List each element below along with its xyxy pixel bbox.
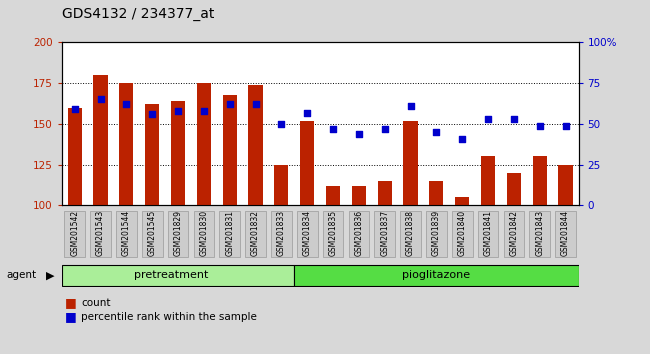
FancyBboxPatch shape xyxy=(62,265,294,286)
FancyBboxPatch shape xyxy=(426,211,447,257)
Text: GSM201836: GSM201836 xyxy=(354,210,363,256)
FancyBboxPatch shape xyxy=(90,211,111,257)
Bar xyxy=(222,95,237,205)
FancyBboxPatch shape xyxy=(271,211,292,257)
Bar xyxy=(326,186,340,205)
FancyBboxPatch shape xyxy=(452,211,473,257)
Bar xyxy=(300,121,315,205)
Point xyxy=(199,108,209,114)
Text: percentile rank within the sample: percentile rank within the sample xyxy=(81,312,257,322)
FancyBboxPatch shape xyxy=(64,211,85,257)
FancyBboxPatch shape xyxy=(374,211,395,257)
Text: pretreatment: pretreatment xyxy=(135,270,209,280)
FancyBboxPatch shape xyxy=(294,265,578,286)
FancyBboxPatch shape xyxy=(168,211,188,257)
Bar xyxy=(248,85,263,205)
Text: count: count xyxy=(81,298,110,308)
Bar xyxy=(274,165,289,205)
Text: GSM201841: GSM201841 xyxy=(484,210,493,256)
Bar xyxy=(352,186,366,205)
Text: GSM201832: GSM201832 xyxy=(251,210,260,256)
Text: GSM201835: GSM201835 xyxy=(328,210,337,256)
Text: GSM201829: GSM201829 xyxy=(174,210,183,256)
FancyBboxPatch shape xyxy=(297,211,318,257)
Point xyxy=(431,129,441,135)
Point xyxy=(457,136,467,141)
Bar xyxy=(197,83,211,205)
Point xyxy=(560,123,571,129)
FancyBboxPatch shape xyxy=(555,211,576,257)
FancyBboxPatch shape xyxy=(194,211,214,257)
Point xyxy=(328,126,338,132)
Point xyxy=(406,103,416,109)
Text: ▶: ▶ xyxy=(46,270,54,280)
Point xyxy=(483,116,493,122)
FancyBboxPatch shape xyxy=(142,211,162,257)
FancyBboxPatch shape xyxy=(529,211,550,257)
Point xyxy=(96,97,106,102)
FancyBboxPatch shape xyxy=(245,211,266,257)
Bar xyxy=(68,108,82,205)
Text: GSM201837: GSM201837 xyxy=(380,210,389,256)
Text: GSM201833: GSM201833 xyxy=(277,210,286,256)
Text: GSM201831: GSM201831 xyxy=(225,210,234,256)
Point xyxy=(302,110,313,115)
Bar xyxy=(171,101,185,205)
FancyBboxPatch shape xyxy=(504,211,525,257)
Bar xyxy=(481,156,495,205)
Text: GSM201545: GSM201545 xyxy=(148,210,157,256)
FancyBboxPatch shape xyxy=(322,211,343,257)
Bar xyxy=(558,165,573,205)
Text: GDS4132 / 234377_at: GDS4132 / 234377_at xyxy=(62,7,214,21)
Point xyxy=(224,102,235,107)
FancyBboxPatch shape xyxy=(116,211,136,257)
FancyBboxPatch shape xyxy=(219,211,240,257)
Point xyxy=(534,123,545,129)
Bar xyxy=(378,181,392,205)
FancyBboxPatch shape xyxy=(348,211,369,257)
Point xyxy=(147,111,157,117)
Bar xyxy=(404,121,418,205)
Bar xyxy=(94,75,108,205)
FancyBboxPatch shape xyxy=(478,211,499,257)
Bar xyxy=(119,83,133,205)
Text: pioglitazone: pioglitazone xyxy=(402,270,471,280)
Text: ■: ■ xyxy=(65,296,77,309)
Text: GSM201843: GSM201843 xyxy=(535,210,544,256)
Text: GSM201830: GSM201830 xyxy=(200,210,209,256)
Bar xyxy=(455,197,469,205)
Point xyxy=(276,121,287,127)
Text: GSM201839: GSM201839 xyxy=(432,210,441,256)
Bar xyxy=(429,181,443,205)
Text: agent: agent xyxy=(6,270,36,280)
Point xyxy=(509,116,519,122)
Text: GSM201844: GSM201844 xyxy=(561,210,570,256)
Point xyxy=(380,126,390,132)
Point xyxy=(173,108,183,114)
Text: GSM201840: GSM201840 xyxy=(458,210,467,256)
Text: GSM201544: GSM201544 xyxy=(122,210,131,256)
Text: GSM201842: GSM201842 xyxy=(510,210,519,256)
Text: GSM201838: GSM201838 xyxy=(406,210,415,256)
Bar xyxy=(507,173,521,205)
Point xyxy=(250,102,261,107)
Text: GSM201834: GSM201834 xyxy=(303,210,312,256)
Text: GSM201542: GSM201542 xyxy=(70,210,79,256)
FancyBboxPatch shape xyxy=(400,211,421,257)
Bar xyxy=(532,156,547,205)
Text: GSM201543: GSM201543 xyxy=(96,210,105,256)
Point xyxy=(354,131,364,137)
Point xyxy=(70,107,80,112)
Text: ■: ■ xyxy=(65,310,77,323)
Bar xyxy=(145,104,159,205)
Point xyxy=(121,102,131,107)
